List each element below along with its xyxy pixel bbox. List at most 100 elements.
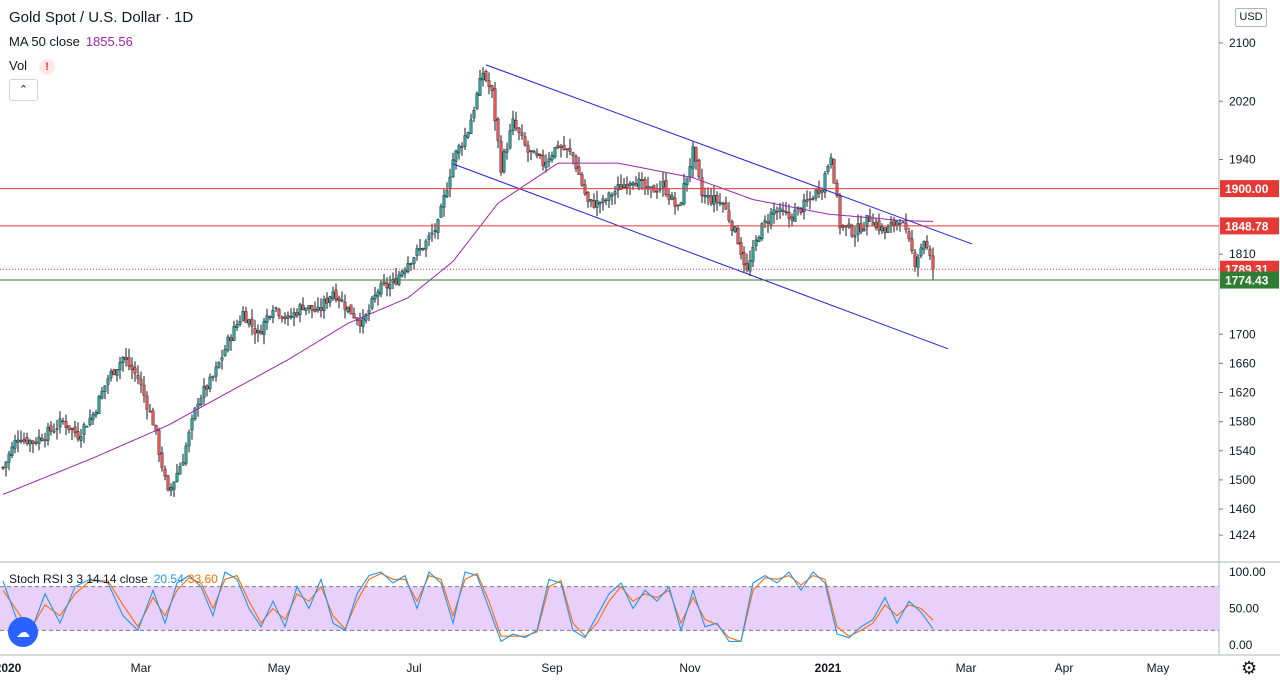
stoch-k-line [2,571,934,643]
candle-body [274,307,278,309]
candle-body [244,311,248,323]
stoch-tick-label: 0.00 [1229,638,1253,652]
candle-body [493,88,497,122]
candle-body [439,206,443,218]
candle-body [598,202,602,205]
candle-body [766,221,770,224]
candle-body [646,186,650,190]
time-tick-label: Sep [541,661,563,675]
candle-body [694,146,698,162]
candle-body [298,304,302,315]
candle-body [37,436,41,444]
candle-body [130,365,134,371]
collapse-legend-button[interactable]: ⌃ [9,79,38,101]
candle-body [79,435,83,441]
candle-body [283,316,287,320]
candle-body [40,438,44,441]
candle-body [412,257,416,264]
candle-body [103,385,107,392]
time-tick-label: May [268,661,291,675]
candle-body [676,204,680,207]
price-tick-label: 1500 [1229,473,1256,487]
candle-body [577,166,581,175]
candle-body [115,369,119,376]
candle-body [472,110,476,119]
candle-body [928,248,932,256]
currency-button[interactable]: USD [1235,8,1267,27]
candle-body [22,439,26,442]
price-tick-label: 1460 [1229,502,1256,516]
candle-body [271,310,275,318]
warning-icon[interactable]: ! [39,58,56,75]
candle-body [757,237,761,242]
candle-body [628,183,632,187]
level-label: 1848.78 [1220,217,1279,235]
candle-body [238,321,242,325]
candle-body [892,220,896,226]
candle-body [388,283,392,290]
candle-body [310,305,314,311]
candle-body [109,371,113,379]
candle-body [265,315,269,323]
level-label-text: 1848.78 [1225,219,1269,233]
candle-body [424,240,428,250]
candle-body [670,195,674,200]
candle-body [565,148,569,151]
candle-body [616,184,620,191]
candle-body [73,426,77,433]
candle-body [484,71,488,81]
candle-body [664,180,668,196]
candle-body [127,357,131,367]
candle-body [61,420,65,423]
candle-body [523,136,527,146]
candle-body [631,182,635,185]
candle-body [508,130,512,149]
candle-body [754,239,758,247]
candle-body [205,385,209,390]
candle-body [589,199,593,202]
candle-body [406,263,410,272]
candle-body [49,425,53,432]
candle-body [76,431,80,440]
candle-body [313,309,317,312]
candle-body [70,428,74,431]
candle-body [787,211,791,219]
candle-body [769,212,773,226]
candle-body [748,260,752,272]
candle-body [229,337,233,342]
candle-body [367,309,371,314]
level-label-text: 1774.43 [1225,274,1269,288]
candle-body [739,242,743,255]
candle-body [1,467,5,469]
candle-body [619,184,623,190]
candle-body [43,439,47,442]
candle-body [685,177,689,185]
candle-body [733,226,737,232]
candle-body [667,194,671,200]
candle-body [586,191,590,202]
candle-body [118,362,122,371]
gear-icon[interactable]: ⚙ [1241,658,1258,678]
tradingview-logo-icon[interactable]: ☁ [8,617,38,647]
candle-body [325,297,329,304]
candle-body [112,369,116,375]
candle-body [454,150,458,162]
candle-body [931,255,935,270]
candle-body [790,216,794,221]
candle-body [910,238,914,252]
candle-body [808,198,812,201]
time-tick-label: Apr [1055,661,1074,675]
chart-title: Gold Spot / U.S. Dollar · 1D [9,9,194,26]
candle-body [421,248,425,251]
candle-body [100,390,104,399]
candle-body [346,306,350,312]
candle-body [181,462,185,466]
candles-group [1,67,935,497]
candle-body [256,329,260,333]
price-tick-label: 1700 [1229,327,1256,341]
candle-body [682,183,686,205]
level-label: 1900.00 [1220,180,1279,198]
candle-body [499,140,503,173]
channel-lower-line [452,163,949,350]
